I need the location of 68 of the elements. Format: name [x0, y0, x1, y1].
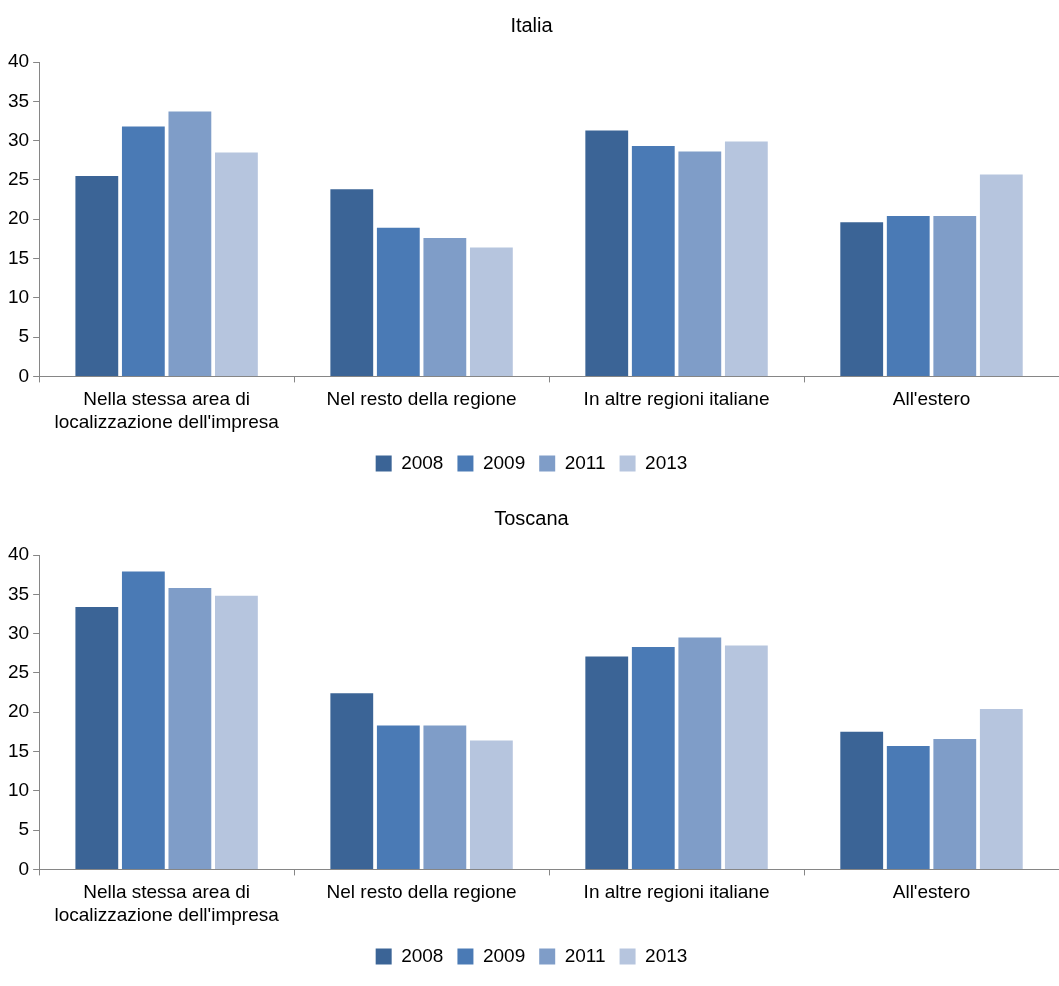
- bar: [121, 571, 165, 869]
- bar: [840, 731, 884, 869]
- bar: [215, 595, 258, 869]
- legend-label: 2013: [645, 451, 688, 473]
- y-tick-label: 10: [7, 286, 30, 308]
- x-tick-label: Nel resto della regione: [326, 388, 517, 410]
- bar: [678, 151, 722, 376]
- bar: [330, 693, 374, 869]
- y-tick-label: 35: [7, 582, 30, 604]
- bar: [469, 247, 513, 376]
- y-tick-label: 10: [7, 779, 30, 801]
- bar: [121, 126, 165, 376]
- legend-label: 2011: [564, 451, 606, 473]
- x-tick-label: Nella stessa area di localizzazione dell'impresa: [54, 881, 280, 925]
- bar: [979, 174, 1023, 376]
- y-tick-label: 0: [18, 364, 30, 386]
- bar: [979, 709, 1023, 869]
- bar: [168, 111, 212, 376]
- bar: [631, 646, 675, 869]
- bar: [886, 216, 930, 376]
- y-tick-label: 0: [18, 857, 30, 879]
- chart-title: Toscana: [494, 506, 570, 529]
- bar: [724, 645, 768, 869]
- y-tick-label: 15: [7, 739, 30, 761]
- x-tick-label: All'estero: [892, 881, 971, 903]
- y-tick-label: 5: [18, 325, 30, 347]
- y-tick-label: 30: [7, 621, 30, 643]
- y-tick-label: 40: [7, 543, 30, 565]
- x-tick-label: All'estero: [892, 388, 971, 410]
- legend-label: 2008: [401, 944, 444, 966]
- bar: [376, 725, 420, 869]
- legend-label: 2009: [482, 451, 526, 473]
- x-tick-label: In altre regioni italiane: [583, 881, 770, 903]
- y-tick-label: 25: [7, 661, 30, 683]
- chart-title: Italia: [510, 13, 554, 36]
- bar: [75, 606, 119, 869]
- y-tick-label: 35: [7, 89, 30, 111]
- bar: [215, 152, 258, 376]
- bar: [678, 637, 722, 869]
- legend-label: 2009: [482, 944, 526, 966]
- bar: [423, 238, 467, 376]
- bar: [469, 740, 513, 869]
- y-tick-label: 40: [7, 50, 30, 72]
- bar: [933, 216, 977, 376]
- y-tick-label: 20: [7, 700, 30, 722]
- bar: [724, 141, 768, 376]
- bar: [585, 656, 629, 869]
- legend-label: 2011: [564, 944, 606, 966]
- bar: [840, 222, 884, 376]
- bar: [886, 746, 930, 869]
- legend-label: 2013: [645, 944, 688, 966]
- bar: [330, 189, 374, 376]
- y-tick-label: 20: [7, 207, 30, 229]
- x-tick-label: Nella stessa area di localizzazione dell'impresa: [54, 388, 280, 432]
- bar: [376, 227, 420, 376]
- bar: [423, 725, 467, 869]
- bar: [933, 738, 977, 869]
- x-tick-label: Nel resto della regione: [326, 881, 517, 903]
- x-tick-label: In altre regioni italiane: [583, 388, 770, 410]
- y-tick-label: 15: [7, 246, 30, 268]
- bar: [75, 175, 119, 376]
- y-tick-label: 25: [7, 168, 30, 190]
- y-tick-label: 5: [18, 818, 30, 840]
- legend-label: 2008: [401, 451, 444, 473]
- bar: [631, 146, 675, 376]
- bar: [585, 130, 629, 376]
- y-tick-label: 30: [7, 128, 30, 150]
- bar: [168, 588, 212, 869]
